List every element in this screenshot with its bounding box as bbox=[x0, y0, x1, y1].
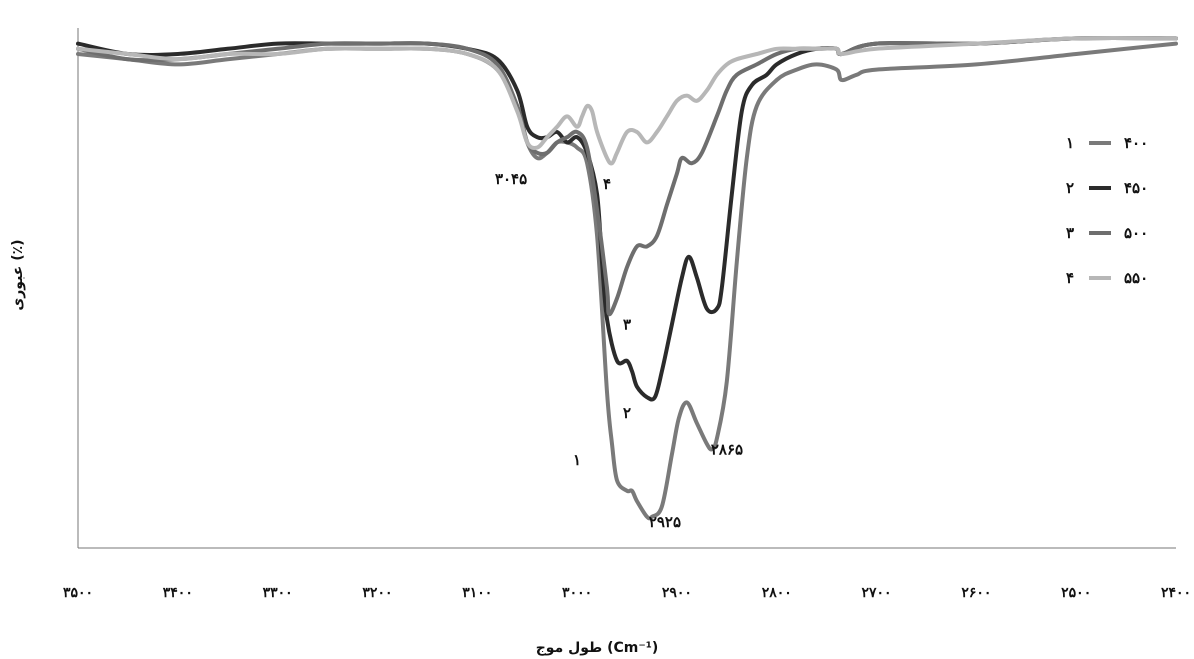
series-line-3 bbox=[76, 36, 1178, 317]
series-lines bbox=[76, 36, 1178, 521]
x-tick-label: ۳۳۰۰ bbox=[263, 585, 293, 601]
x-tick-label: ۳۵۰۰ bbox=[63, 585, 93, 601]
x-tick-label: ۲۴۰۰ bbox=[1161, 585, 1191, 601]
legend-number: ۴ bbox=[1066, 269, 1074, 287]
legend-number: ۲ bbox=[1066, 179, 1074, 197]
legend-label: ۴۰۰ bbox=[1124, 134, 1148, 152]
peak-annotation: ۳۰۴۵ bbox=[495, 170, 527, 188]
x-tick-label: ۳۲۰۰ bbox=[362, 585, 392, 601]
legend-label: ۵۰۰ bbox=[1124, 224, 1148, 242]
x-tick-labels: ۳۵۰۰ ۳۴۰۰ ۳۳۰۰ ۳۲۰۰ ۳۱۰۰ ۳۰۰۰ ۲۹۰۰ ۲۸۰۰ ۲۷۰۰ ۲۶۰۰… bbox=[63, 585, 1191, 601]
x-tick-label: ۲۵۰۰ bbox=[1061, 585, 1091, 601]
x-tick-label: ۲۸۰۰ bbox=[762, 585, 792, 601]
x-axis-title-unit: (Cm⁻¹) bbox=[607, 640, 658, 656]
x-axis-title: طول موج (Cm⁻¹) bbox=[536, 640, 659, 656]
peak-annotation: ۴ bbox=[603, 175, 611, 193]
legend-number: ۱ bbox=[1066, 134, 1074, 152]
x-tick-label: ۳۱۰۰ bbox=[462, 585, 492, 601]
peak-annotation: ۲۹۲۵ bbox=[649, 513, 681, 531]
axes bbox=[77, 28, 1176, 549]
series-line-4 bbox=[76, 36, 1178, 166]
series-line-2 bbox=[76, 36, 1178, 402]
legend-label: ۵۵۰ bbox=[1124, 269, 1148, 287]
legend: ۱ ۴۰۰ ۲ ۴۵۰ ۳ ۵۰۰ ۴ ۵۵۰ bbox=[1066, 134, 1148, 287]
y-axis-title: عبوری (٪) bbox=[10, 239, 26, 310]
legend-number: ۳ bbox=[1066, 224, 1074, 242]
peak-annotation: ۲ bbox=[623, 404, 631, 422]
x-tick-label: ۲۶۰۰ bbox=[961, 585, 991, 601]
x-tick-label: ۲۷۰۰ bbox=[862, 585, 892, 601]
peak-annotation: ۲۸۶۵ bbox=[711, 440, 743, 458]
peak-annotation: ۱ bbox=[573, 451, 581, 469]
series-line-1 bbox=[76, 41, 1178, 521]
x-tick-label: ۳۰۰۰ bbox=[562, 585, 592, 601]
peak-annotation: ۳ bbox=[623, 316, 631, 334]
legend-label: ۴۵۰ bbox=[1124, 179, 1148, 197]
peak-annotations: ۳۰۴۵ ۴ ۳ ۲ ۱ ۲۹۲۵ ۲۸۶۵ bbox=[495, 170, 743, 531]
x-tick-label: ۳۴۰۰ bbox=[163, 585, 193, 601]
x-tick-label: ۲۹۰۰ bbox=[662, 585, 692, 601]
x-axis-title-text: طول موج bbox=[536, 640, 603, 656]
